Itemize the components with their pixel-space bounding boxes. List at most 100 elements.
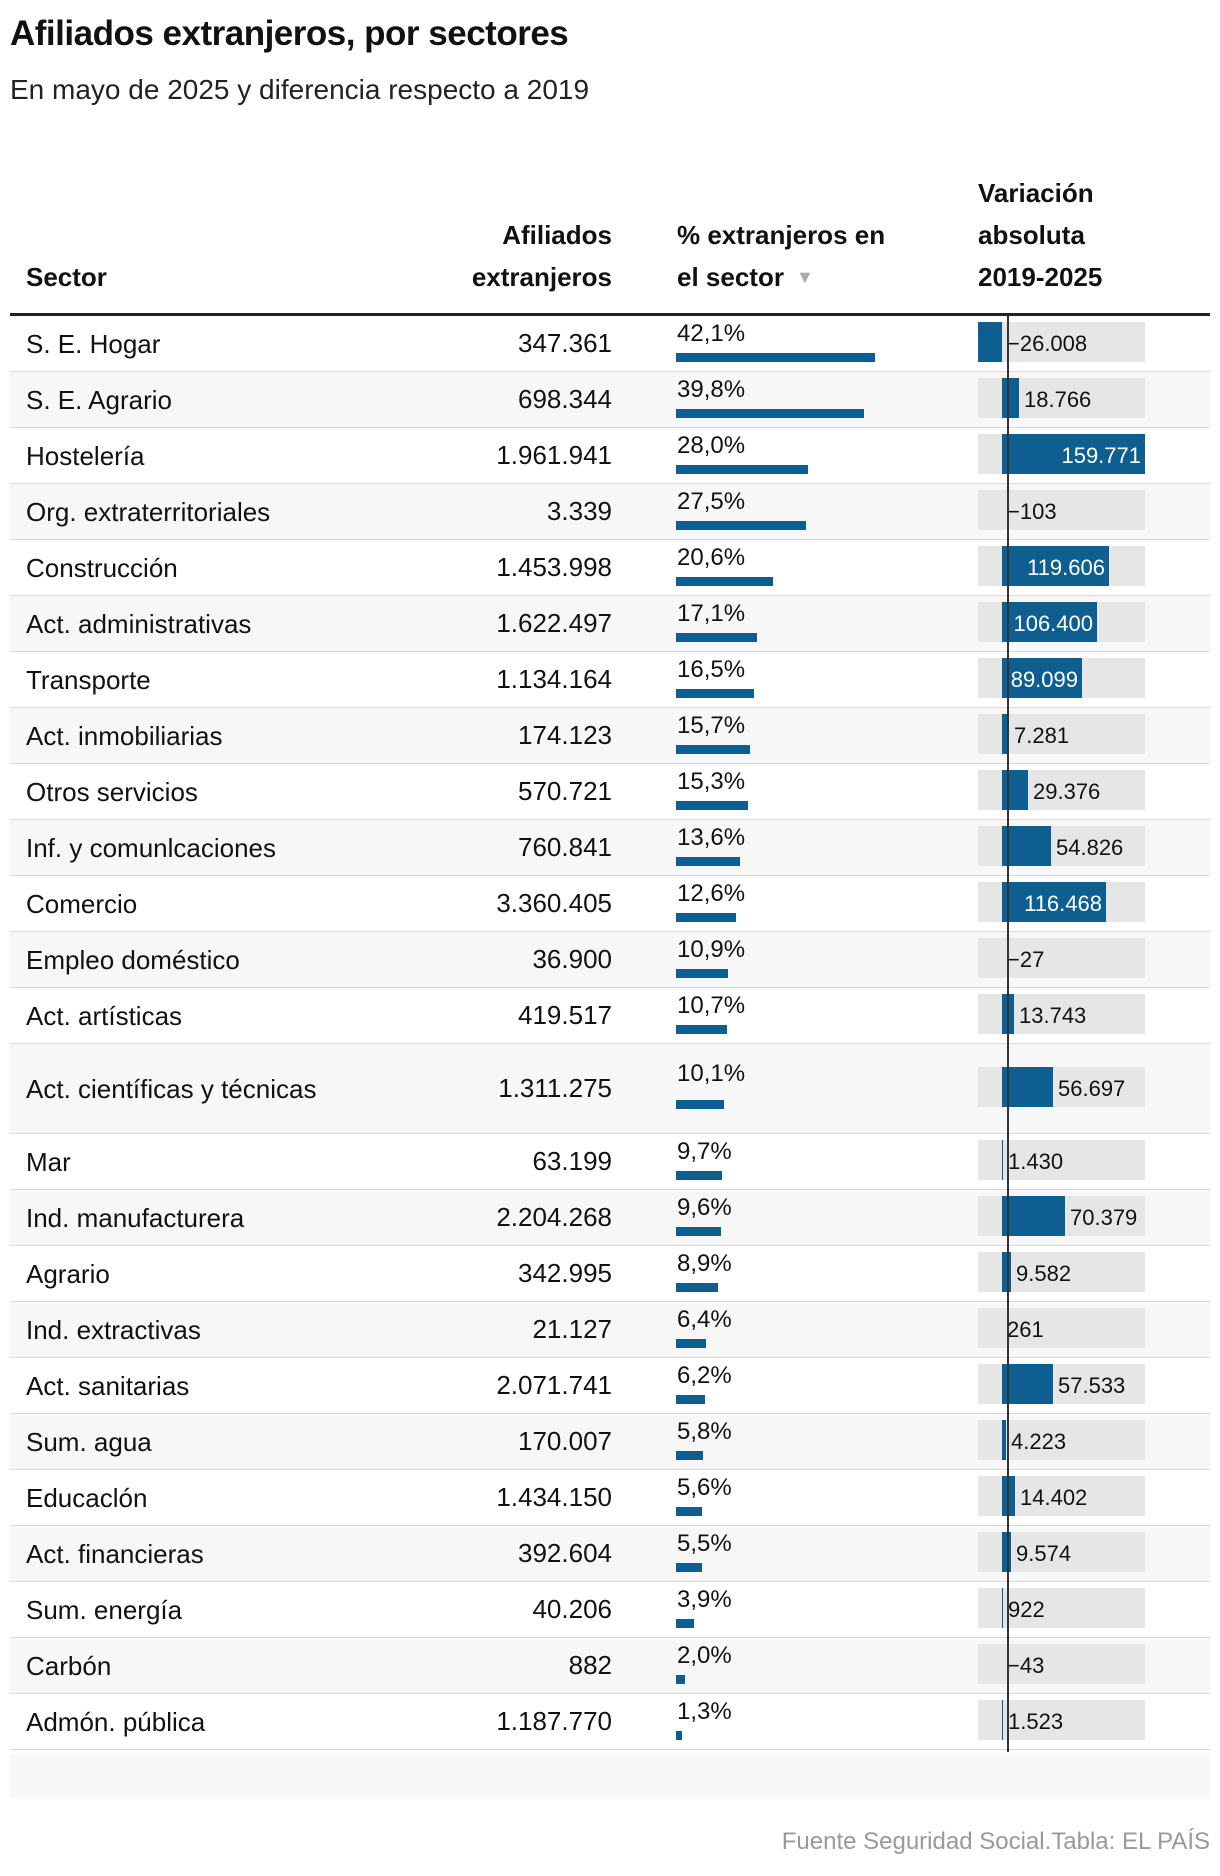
table-row: Act. científicas y técnicas 1.311.275 10,1… [10, 1044, 1210, 1134]
pct-bar [676, 1507, 702, 1516]
column-header-var-line1: Variación [978, 178, 1094, 208]
sector-name: Act. artísticas [26, 1000, 183, 1031]
pct-bar [676, 577, 773, 586]
pct-bar [676, 1731, 682, 1740]
source-credit: Fuente Seguridad Social.Tabla: EL PAÍS [781, 1828, 1210, 1855]
pct-cell: 2,0% [676, 1638, 976, 1693]
table-body: S. E. Hogar 347.361 42,1% −26.008 S. E. Agra… [10, 316, 1210, 1750]
afiliados-value: 419.517 [518, 1000, 612, 1030]
pct-cell: 5,8% [676, 1414, 976, 1469]
variation-bar [1002, 826, 1051, 866]
afiliados-value: 342.995 [518, 1258, 612, 1288]
variation-bar [1002, 378, 1019, 418]
sector-name: Educaclón [26, 1482, 148, 1513]
afiliados-value: 570.721 [518, 776, 612, 806]
table-row: Carbón 882 2,0% −43 [10, 1638, 1210, 1694]
variation-cell: 70.379 [978, 1190, 1178, 1245]
variation-bar [1002, 546, 1109, 586]
column-header-sector[interactable]: Sector [26, 262, 107, 292]
column-header-variacion[interactable]: Variación absoluta 2019-2025 [978, 172, 1102, 298]
pct-bar [676, 689, 754, 698]
pct-bar [676, 1563, 702, 1572]
pct-cell: 10,1% [676, 1044, 976, 1133]
variation-bar [1002, 1420, 1006, 1460]
pct-cell: 15,7% [676, 708, 976, 763]
pct-label: 2,0% [677, 1642, 732, 1669]
table-row: Hostelería 1.961.941 28,0% 159.771 [10, 428, 1210, 484]
variation-cell: 18.766 [978, 372, 1178, 427]
variation-bar [1002, 1532, 1011, 1572]
afiliados-value: 36.900 [532, 944, 612, 974]
column-header-afiliados[interactable]: Afiliados extranjeros [372, 214, 612, 298]
pct-label: 10,9% [677, 936, 746, 963]
variation-label: 4.223 [1011, 1429, 1067, 1454]
pct-label: 10,1% [677, 1060, 746, 1087]
sector-name: Otros servicios [26, 776, 198, 807]
sector-name: Construcción [26, 552, 178, 583]
sector-name: Comercio [26, 888, 138, 919]
variation-cell: 106.400 [978, 596, 1178, 651]
table-row: Construcción 1.453.998 20,6% 119.606 [10, 540, 1210, 596]
pct-cell: 27,5% [676, 484, 976, 539]
variation-label: 56.697 [1058, 1076, 1126, 1101]
pct-cell: 8,9% [676, 1246, 976, 1301]
column-header-afiliados-line2: extranjeros [471, 262, 612, 292]
sector-name: Act. científicas y técnicas [26, 1073, 317, 1104]
sector-name: Ind. extractivas [26, 1314, 201, 1345]
variation-label: 18.766 [1024, 387, 1092, 412]
sector-name: Act. administrativas [26, 608, 252, 639]
variation-label: 116.468 [1024, 891, 1102, 916]
table-row: Org. extraterritoriales 3.339 27,5% −103 [10, 484, 1210, 540]
variation-bar [1002, 1252, 1011, 1292]
variation-bar [1002, 434, 1145, 474]
header-divider [10, 313, 1210, 316]
variation-label: −27 [1007, 947, 1045, 972]
variation-bar [1002, 1140, 1003, 1180]
variation-label: 14.402 [1020, 1485, 1088, 1510]
variation-cell: −103 [978, 484, 1178, 539]
variation-cell: 9.574 [978, 1526, 1178, 1581]
pct-bar [676, 1395, 705, 1404]
pct-cell: 10,7% [676, 988, 976, 1043]
pct-label: 20,6% [677, 544, 746, 571]
column-header-pct-line1: % extranjeros en [677, 220, 886, 250]
pct-label: 17,1% [677, 600, 746, 627]
sort-descending-icon[interactable]: ▼ [795, 267, 814, 287]
afiliados-value: 2.204.268 [496, 1202, 612, 1232]
pct-bar [676, 1025, 727, 1034]
pct-cell: 10,9% [676, 932, 976, 987]
variation-label: −26.008 [1007, 331, 1088, 356]
pct-cell: 1,3% [676, 1694, 976, 1749]
table-row: Ind. manufacturera 2.204.268 9,6% 70.379 [10, 1190, 1210, 1246]
pct-cell: 6,2% [676, 1358, 976, 1413]
pct-label: 8,9% [677, 1250, 732, 1277]
table-row: Ind. extractivas 21.127 6,4% 261 [10, 1302, 1210, 1358]
variation-track [978, 1700, 1145, 1740]
variation-label: 7.281 [1014, 723, 1070, 748]
column-header-pct[interactable]: % extranjeros en el sector ▼ [677, 214, 885, 298]
variation-label: 89.099 [1010, 667, 1078, 692]
variation-cell: 159.771 [978, 428, 1178, 483]
table-row: Act. sanitarias 2.071.741 6,2% 57.533 [10, 1358, 1210, 1414]
variation-track [978, 938, 1145, 978]
pct-label: 15,3% [677, 768, 746, 795]
table-row: Act. administrativas 1.622.497 17,1% 106.40… [10, 596, 1210, 652]
variation-cell: 4.223 [978, 1414, 1178, 1469]
pct-cell: 15,3% [676, 764, 976, 819]
table-row: S. E. Agrario 698.344 39,8% 18.766 [10, 372, 1210, 428]
variation-cell: 1.430 [978, 1134, 1178, 1189]
variation-label: 119.606 [1027, 555, 1105, 580]
sector-name: Org. extraterritoriales [26, 496, 271, 527]
sector-name: Ind. manufacturera [26, 1202, 245, 1233]
afiliados-value: 882 [568, 1650, 612, 1680]
pct-label: 28,0% [677, 432, 746, 459]
table-row: Act. inmobiliarias 174.123 15,7% 7.281 [10, 708, 1210, 764]
variation-label: 9.574 [1016, 1541, 1072, 1566]
afiliados-value: 1.961.941 [496, 440, 612, 470]
pct-label: 5,8% [677, 1418, 732, 1445]
variation-bar [1002, 882, 1106, 922]
variation-cell: 1.523 [978, 1694, 1178, 1749]
variation-cell: −27 [978, 932, 1178, 987]
variation-label: −43 [1007, 1653, 1045, 1678]
sector-name: Hostelería [26, 440, 145, 471]
